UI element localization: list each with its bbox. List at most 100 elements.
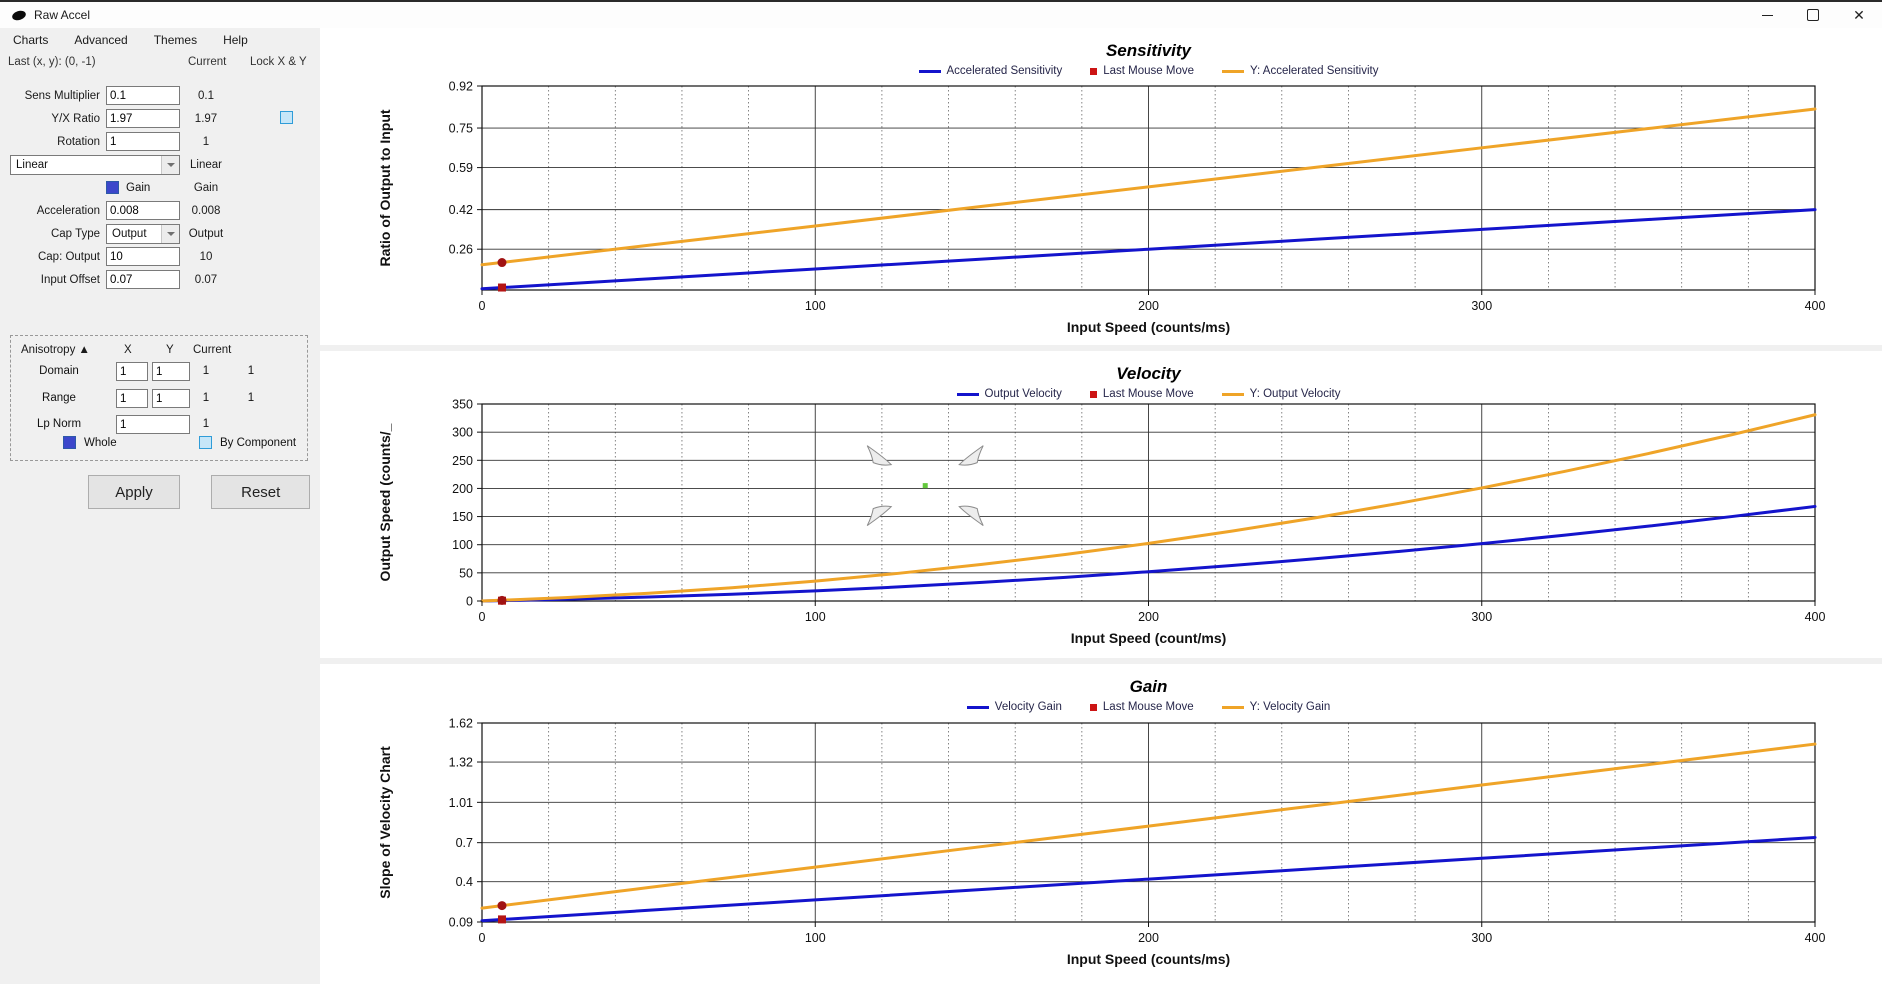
close-button[interactable]: ✕ bbox=[1836, 2, 1882, 28]
y-axis-title: Slope of Velocity Chart bbox=[377, 746, 393, 899]
legend-item: Output Velocity bbox=[956, 388, 1062, 400]
rotation-row: Rotation 1 bbox=[0, 130, 320, 153]
curve-type-select[interactable]: Linear bbox=[10, 154, 180, 175]
axis-labels: 0 50 100 150 200 250 300 350 0 100 200 300 400 bbox=[452, 398, 1825, 625]
minimize-icon bbox=[1761, 14, 1773, 16]
legend-item: Y: Accelerated Sensitivity bbox=[1221, 65, 1378, 77]
by-component-label: By Component bbox=[220, 437, 297, 449]
svg-text:100: 100 bbox=[452, 538, 473, 552]
rotation-input[interactable] bbox=[106, 132, 180, 151]
x-axis-title: Input Speed (counts/ms) bbox=[1067, 951, 1230, 967]
velocity-chart-panel: Velocity Output Velocity Last Mouse Move… bbox=[320, 351, 1882, 658]
reset-button[interactable]: Reset bbox=[211, 475, 311, 509]
y-axis-title: Output Speed (counts/_ bbox=[377, 423, 393, 581]
svg-text:0: 0 bbox=[479, 931, 486, 945]
legend-item: Last Mouse Move bbox=[1090, 65, 1194, 77]
lock-xy-checkbox[interactable] bbox=[280, 111, 293, 124]
svg-text:400: 400 bbox=[1805, 610, 1826, 624]
square-swatch-icon bbox=[1090, 67, 1098, 75]
maximize-button[interactable] bbox=[1790, 2, 1836, 28]
svg-text:1.62: 1.62 bbox=[449, 717, 473, 731]
close-icon: ✕ bbox=[1853, 7, 1865, 23]
anisotropy-col-y: Y bbox=[166, 344, 174, 356]
range-row: Range 1 1 bbox=[11, 389, 307, 409]
series-line bbox=[480, 413, 1817, 603]
svg-text:0: 0 bbox=[479, 610, 486, 624]
svg-text:0.4: 0.4 bbox=[456, 875, 473, 889]
acceleration-current: 0.008 bbox=[191, 204, 221, 217]
legend-item: Y: Velocity Gain bbox=[1221, 701, 1330, 713]
gain-checkbox[interactable] bbox=[106, 181, 119, 194]
anisotropy-mode-row: Whole By Component bbox=[11, 436, 307, 452]
legend-label: Last Mouse Move bbox=[1102, 388, 1194, 400]
window-controls: ✕ bbox=[1744, 2, 1882, 28]
x-axis-title: Input Speed (counts/ms) bbox=[1067, 319, 1230, 335]
domain-y-input[interactable] bbox=[152, 362, 190, 381]
acceleration-input[interactable] bbox=[106, 201, 180, 220]
anisotropy-group: Anisotropy ▲ X Y Current Domain 1 1 Rang… bbox=[10, 335, 308, 461]
line-swatch-icon bbox=[1221, 392, 1244, 396]
svg-text:200: 200 bbox=[1138, 610, 1159, 624]
sensitivity-chart-legend: Accelerated Sensitivity Last Mouse Move … bbox=[482, 65, 1815, 77]
svg-text:0.42: 0.42 bbox=[449, 203, 473, 217]
window-title: Raw Accel bbox=[34, 8, 91, 22]
svg-text:150: 150 bbox=[452, 510, 473, 524]
legend-item: Last Mouse Move bbox=[1089, 388, 1194, 400]
svg-text:350: 350 bbox=[452, 398, 473, 412]
velocity-chart-legend: Output Velocity Last Mouse Move Y: Outpu… bbox=[482, 388, 1815, 400]
range-y-input[interactable] bbox=[152, 389, 190, 408]
sens-multiplier-input[interactable] bbox=[106, 86, 180, 105]
whole-checkbox[interactable] bbox=[63, 436, 76, 449]
sensitivity-chart-title: Sensitivity bbox=[1105, 41, 1192, 60]
menubar: Charts Advanced Themes Help bbox=[0, 28, 320, 52]
gain-plot[interactable]: 0.09 0.4 0.7 1.01 1.32 1.62 0 100 200 300 400 Input… bbox=[320, 664, 1882, 984]
svg-text:200: 200 bbox=[452, 482, 473, 496]
pan-arrow-icon bbox=[866, 505, 893, 527]
input-offset-input[interactable] bbox=[106, 270, 180, 289]
svg-text:250: 250 bbox=[452, 454, 473, 468]
pan-arrow-icon bbox=[958, 505, 984, 527]
input-offset-row: Input Offset 0.07 bbox=[0, 268, 320, 291]
menu-help[interactable]: Help bbox=[223, 33, 248, 47]
input-offset-label: Input Offset bbox=[40, 273, 100, 286]
by-component-checkbox[interactable] bbox=[199, 436, 212, 449]
lp-norm-label: Lp Norm bbox=[36, 418, 82, 430]
yx-ratio-current: 1.97 bbox=[194, 112, 218, 125]
charts-area: Sensitivity Accelerated Sensitivity Last… bbox=[320, 28, 1882, 984]
yx-ratio-row: Y/X Ratio 1.97 bbox=[0, 107, 320, 130]
square-swatch-icon bbox=[1089, 703, 1097, 711]
sens-multiplier-label: Sens Multiplier bbox=[24, 89, 100, 102]
svg-text:1.01: 1.01 bbox=[449, 796, 473, 810]
svg-text:0.92: 0.92 bbox=[449, 80, 473, 94]
menu-charts[interactable]: Charts bbox=[13, 33, 49, 47]
sensitivity-plot[interactable]: 0.26 0.42 0.59 0.75 0.92 0 100 200 300 400 Input S… bbox=[320, 28, 1882, 345]
menu-advanced[interactable]: Advanced bbox=[74, 33, 128, 47]
svg-text:0: 0 bbox=[479, 299, 486, 313]
gain-label: Gain bbox=[126, 181, 151, 194]
minimize-button[interactable] bbox=[1744, 2, 1790, 28]
legend-item: Y: Output Velocity bbox=[1221, 388, 1340, 400]
cap-output-input[interactable] bbox=[106, 247, 180, 266]
last-mouse-move-square-marker bbox=[497, 915, 506, 924]
range-current-x: 1 bbox=[202, 392, 210, 404]
domain-x-input[interactable] bbox=[116, 362, 148, 381]
velocity-plot[interactable]: 0 50 100 150 200 250 300 350 0 100 200 300 400 Input … bbox=[320, 351, 1882, 658]
yx-ratio-input[interactable] bbox=[106, 109, 180, 128]
svg-text:50: 50 bbox=[459, 566, 473, 580]
svg-text:0.59: 0.59 bbox=[449, 161, 473, 175]
range-current-y: 1 bbox=[247, 392, 255, 404]
lp-norm-input[interactable] bbox=[116, 415, 190, 434]
range-x-input[interactable] bbox=[116, 389, 148, 408]
settings-sidebar: Charts Advanced Themes Help Last (x, y):… bbox=[0, 28, 320, 984]
apply-button[interactable]: Apply bbox=[88, 475, 180, 509]
cap-type-selected-value: Output bbox=[112, 227, 147, 240]
sensitivity-chart-panel: Sensitivity Accelerated Sensitivity Last… bbox=[320, 28, 1882, 345]
last-xy-readout: Last (x, y): (0, -1) bbox=[8, 56, 96, 68]
cap-type-select[interactable]: Output bbox=[106, 223, 180, 244]
menu-themes[interactable]: Themes bbox=[153, 33, 198, 47]
curve-type-current: Linear bbox=[190, 158, 222, 171]
legend-item: Accelerated Sensitivity bbox=[918, 65, 1062, 77]
line-swatch-icon bbox=[956, 392, 979, 396]
anisotropy-header[interactable]: Anisotropy ▲ bbox=[21, 344, 90, 356]
svg-text:0.09: 0.09 bbox=[449, 916, 473, 930]
